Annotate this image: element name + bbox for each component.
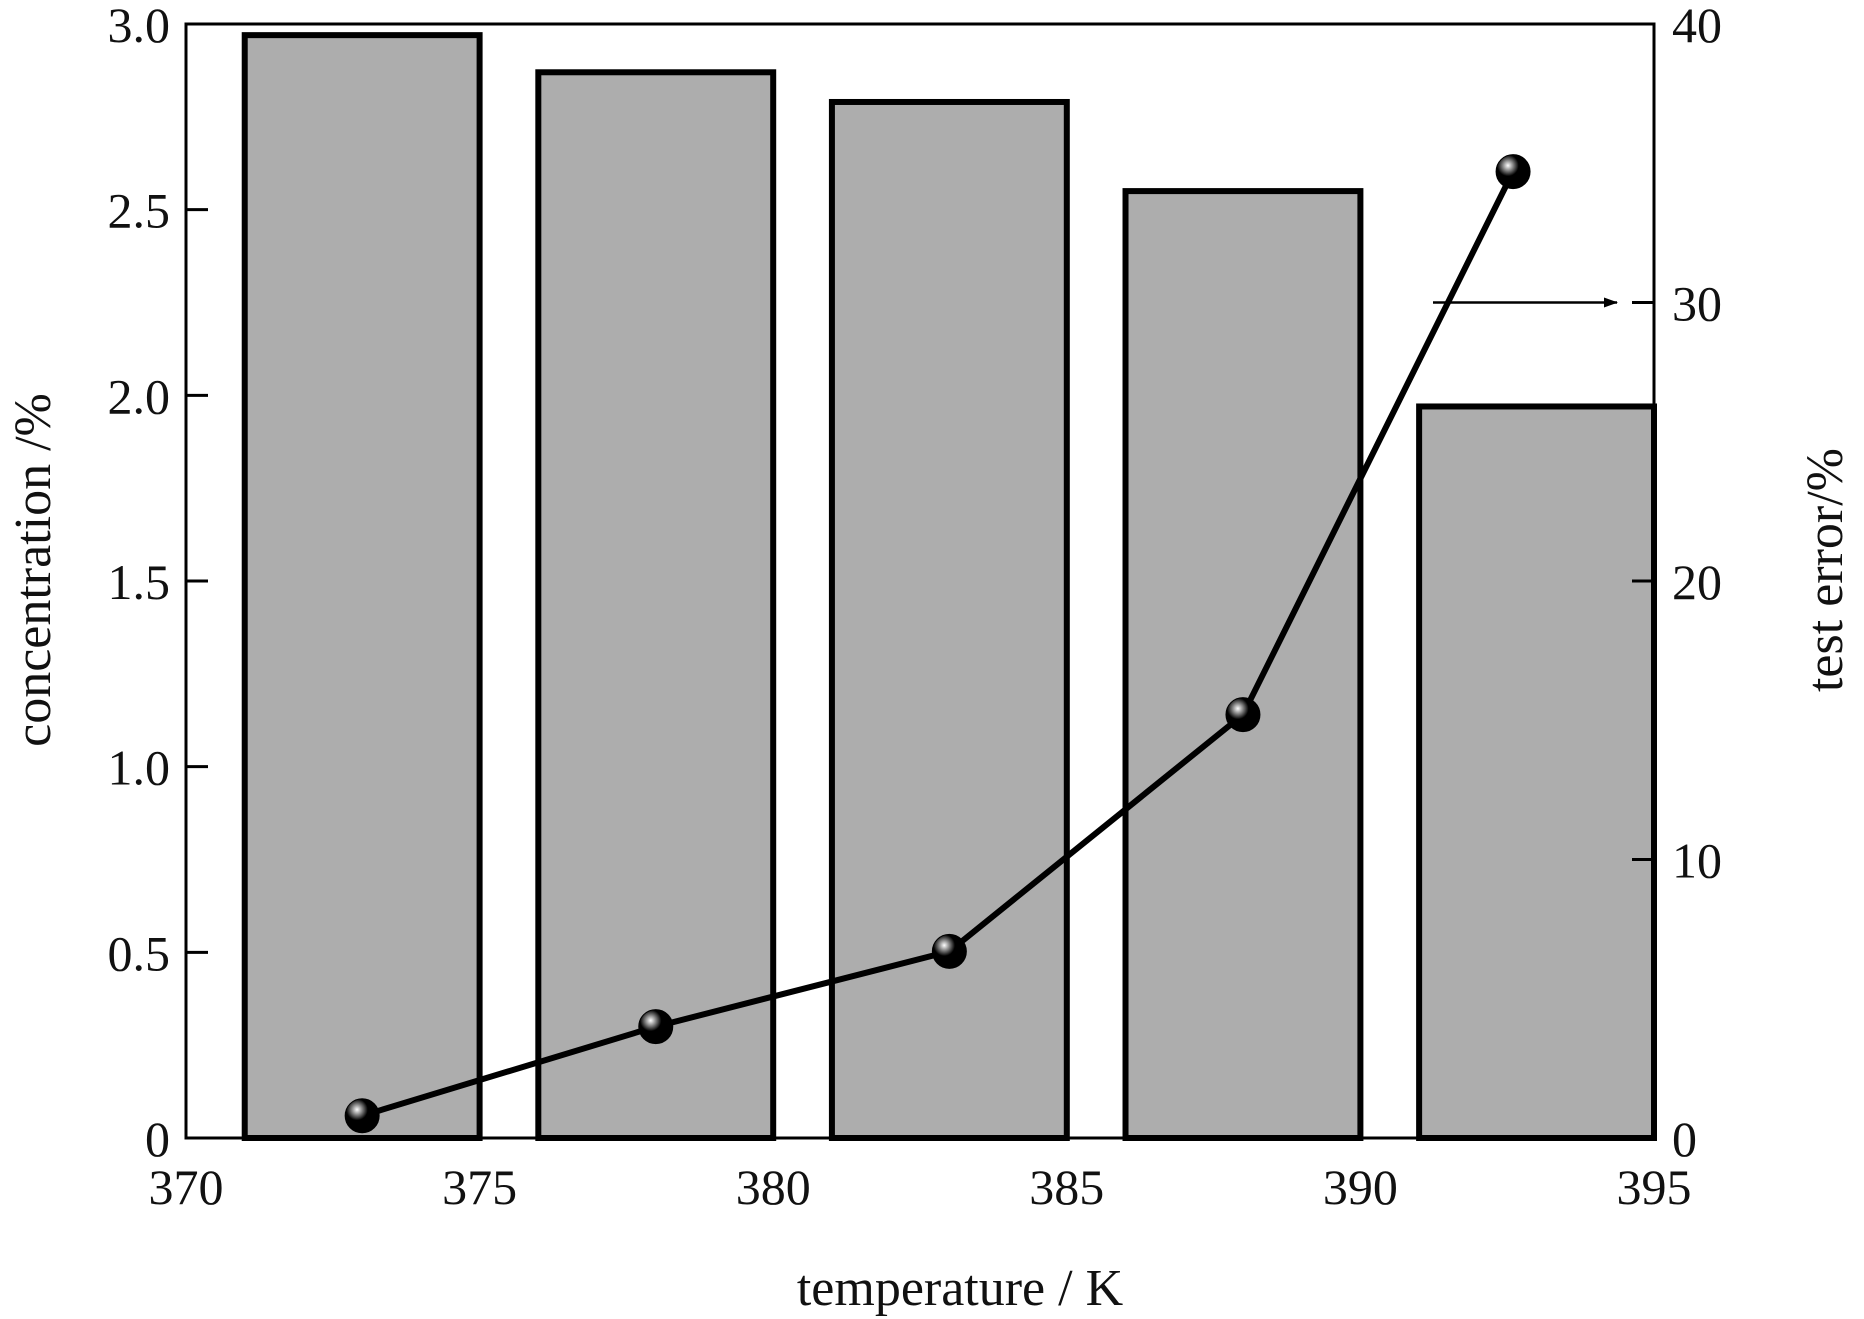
x-tick-label: 380 — [736, 1159, 811, 1215]
y-tick-label: 0 — [145, 1111, 170, 1167]
y-axis-title: concentration /% — [5, 393, 62, 747]
y-tick-label: 2.0 — [108, 368, 171, 424]
y2-axis-title: test error/% — [1797, 448, 1854, 692]
x-tick-label: 385 — [1029, 1159, 1104, 1215]
x-tick-label: 375 — [442, 1159, 517, 1215]
y-tick-label: 3.0 — [108, 0, 171, 53]
y2-tick-label: 40 — [1672, 0, 1722, 53]
bars-layer — [241, 32, 1657, 1142]
y2-tick-label: 20 — [1672, 554, 1722, 610]
y2-tick-label: 10 — [1672, 833, 1722, 889]
x-tick-label: 370 — [149, 1159, 224, 1215]
test-error-point-4 — [1225, 697, 1261, 733]
y-tick-label: 0.5 — [108, 925, 171, 981]
bar-2 — [535, 69, 777, 1142]
bar-1 — [241, 32, 483, 1141]
x-axis-title: temperature / K — [797, 1260, 1124, 1317]
bar-3 — [828, 98, 1070, 1142]
bar-4 — [1122, 188, 1364, 1142]
y-tick-label: 1.5 — [108, 554, 171, 610]
y-tick-label: 2.5 — [108, 183, 171, 239]
test-error-point-3 — [931, 933, 967, 969]
x-tick-label: 395 — [1617, 1159, 1692, 1215]
y-tick-label: 1.0 — [108, 740, 171, 796]
ticks-layer: 370 375 380 385 390 39500.51.01.52.02.53.0010… — [108, 0, 1723, 1215]
markers-layer — [344, 154, 1531, 1134]
y2-tick-label: 30 — [1672, 276, 1722, 332]
y2-tick-label: 0 — [1672, 1111, 1697, 1167]
x-tick-label: 390 — [1323, 1159, 1398, 1215]
test-error-point-5 — [1495, 154, 1531, 190]
test-error-point-1 — [344, 1098, 380, 1134]
test-error-point-2 — [638, 1009, 674, 1045]
bar-5 — [1416, 403, 1657, 1141]
